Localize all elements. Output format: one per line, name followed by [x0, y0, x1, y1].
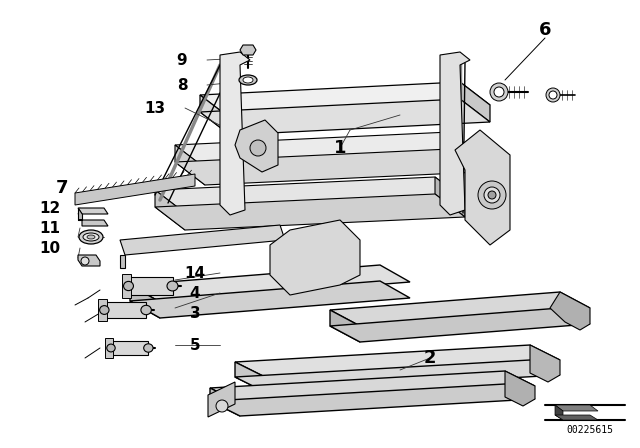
- Text: 13: 13: [145, 100, 166, 116]
- Ellipse shape: [243, 77, 253, 83]
- Ellipse shape: [141, 305, 151, 314]
- Circle shape: [490, 83, 508, 101]
- Text: 10: 10: [40, 241, 61, 255]
- Text: 1: 1: [333, 139, 346, 157]
- Polygon shape: [175, 149, 480, 185]
- Text: 11: 11: [40, 220, 61, 236]
- Text: 8: 8: [177, 78, 188, 92]
- Polygon shape: [330, 292, 590, 326]
- Polygon shape: [130, 285, 160, 318]
- Polygon shape: [78, 208, 108, 214]
- Polygon shape: [175, 145, 205, 185]
- Polygon shape: [210, 371, 535, 403]
- Ellipse shape: [144, 344, 153, 352]
- Polygon shape: [129, 277, 173, 295]
- Polygon shape: [200, 82, 490, 118]
- Circle shape: [546, 88, 560, 102]
- Ellipse shape: [79, 230, 103, 244]
- Polygon shape: [130, 265, 410, 302]
- Circle shape: [549, 91, 557, 99]
- Polygon shape: [106, 338, 113, 358]
- Polygon shape: [240, 45, 256, 55]
- Text: 7: 7: [56, 179, 68, 197]
- Polygon shape: [75, 174, 195, 205]
- Polygon shape: [460, 82, 490, 122]
- Polygon shape: [330, 308, 590, 342]
- Circle shape: [494, 87, 504, 97]
- Text: 00225615: 00225615: [566, 425, 614, 435]
- Polygon shape: [78, 255, 100, 266]
- Ellipse shape: [239, 75, 257, 85]
- Polygon shape: [130, 281, 410, 318]
- Polygon shape: [200, 95, 230, 135]
- Polygon shape: [200, 99, 490, 135]
- Circle shape: [250, 140, 266, 156]
- Polygon shape: [78, 208, 82, 220]
- Polygon shape: [210, 384, 535, 416]
- Ellipse shape: [124, 281, 134, 291]
- Polygon shape: [104, 302, 146, 319]
- Circle shape: [488, 191, 496, 199]
- Polygon shape: [455, 130, 510, 245]
- Polygon shape: [210, 388, 240, 416]
- Ellipse shape: [100, 306, 109, 314]
- Circle shape: [216, 400, 228, 412]
- Polygon shape: [555, 415, 598, 420]
- Polygon shape: [530, 345, 560, 382]
- Text: 9: 9: [177, 52, 188, 68]
- Polygon shape: [235, 360, 560, 392]
- Ellipse shape: [167, 281, 178, 291]
- Polygon shape: [78, 220, 108, 226]
- Polygon shape: [98, 298, 107, 322]
- Polygon shape: [155, 177, 465, 213]
- Circle shape: [484, 187, 500, 203]
- Text: 4: 4: [189, 285, 200, 301]
- Polygon shape: [155, 194, 465, 230]
- Polygon shape: [555, 405, 563, 420]
- Polygon shape: [235, 120, 278, 172]
- Ellipse shape: [87, 235, 95, 239]
- Text: 5: 5: [189, 337, 200, 353]
- Ellipse shape: [83, 233, 99, 241]
- Text: 3: 3: [189, 306, 200, 320]
- Polygon shape: [235, 362, 265, 392]
- Text: 6: 6: [539, 21, 551, 39]
- Text: 12: 12: [40, 201, 61, 215]
- Polygon shape: [550, 292, 590, 330]
- Polygon shape: [175, 132, 480, 168]
- Polygon shape: [330, 310, 360, 342]
- Polygon shape: [235, 345, 560, 377]
- Polygon shape: [440, 52, 470, 215]
- Circle shape: [478, 181, 506, 209]
- Text: 14: 14: [184, 266, 205, 280]
- Polygon shape: [220, 52, 250, 215]
- Polygon shape: [120, 255, 125, 268]
- Polygon shape: [208, 382, 235, 417]
- Circle shape: [81, 257, 89, 265]
- Polygon shape: [435, 177, 465, 217]
- Text: 2: 2: [424, 349, 436, 367]
- Polygon shape: [120, 225, 285, 255]
- Polygon shape: [555, 405, 598, 411]
- Polygon shape: [122, 274, 131, 298]
- Polygon shape: [505, 371, 535, 406]
- Polygon shape: [111, 340, 148, 355]
- Polygon shape: [270, 220, 360, 295]
- Polygon shape: [155, 190, 185, 230]
- Polygon shape: [450, 132, 480, 172]
- Ellipse shape: [107, 344, 115, 352]
